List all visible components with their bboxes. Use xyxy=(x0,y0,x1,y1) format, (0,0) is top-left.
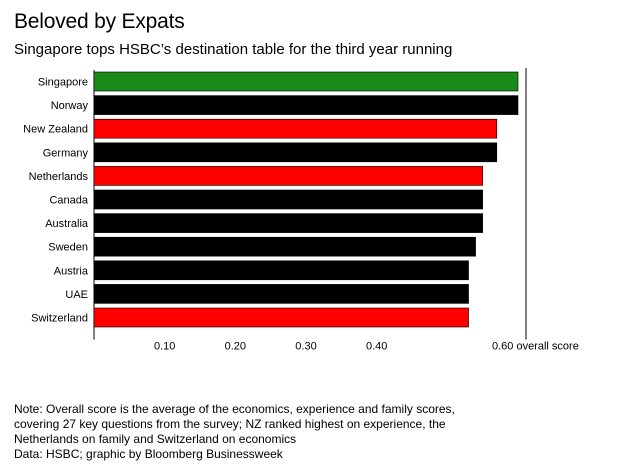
bar xyxy=(93,142,498,163)
category-label: UAE xyxy=(65,289,88,301)
bar xyxy=(93,213,483,233)
bar xyxy=(93,166,483,186)
category-label: Sweden xyxy=(48,242,88,254)
category-label: Australia xyxy=(45,218,89,230)
x-tick-label: 0.40 xyxy=(366,341,387,353)
chart-title: Beloved by Expats xyxy=(14,10,185,33)
bar xyxy=(93,118,498,139)
category-label: Netherlands xyxy=(29,171,89,183)
note-line: Note: Overall score is the average of th… xyxy=(14,402,455,416)
bar xyxy=(93,71,519,92)
chart-subtitle: Singapore tops HSBC’s destination table … xyxy=(14,41,453,58)
bar-chart: Singapore Norway New Zealand Germany Netherl… xyxy=(23,68,579,353)
bar xyxy=(93,95,519,115)
x-tick-label: 0.10 xyxy=(154,341,175,353)
note-line: Netherlands on family and Switzerland on… xyxy=(14,432,297,446)
category-label: New Zealand xyxy=(23,124,88,136)
bar xyxy=(93,189,483,210)
x-tick-label: 0.30 xyxy=(295,341,316,353)
category-label: Austria xyxy=(54,265,89,277)
bar xyxy=(93,236,476,257)
bar xyxy=(93,284,469,304)
category-label: Singapore xyxy=(38,77,88,89)
x-tick-label: 0.60 overall score xyxy=(492,341,579,353)
category-label: Germany xyxy=(43,147,89,159)
source-line: Data: HSBC; graphic by Bloomberg Busines… xyxy=(14,447,283,461)
bar xyxy=(93,307,469,328)
note-line: covering 27 key questions from the surve… xyxy=(14,417,446,431)
plot-area: Singapore Norway New Zealand Germany Netherl… xyxy=(23,68,579,353)
x-tick-label: 0.20 xyxy=(225,341,246,353)
category-label: Norway xyxy=(51,100,89,112)
category-label: Canada xyxy=(49,195,88,207)
category-label: Switzerland xyxy=(31,313,88,325)
bar xyxy=(93,260,469,281)
footnote: Note: Overall score is the average of th… xyxy=(14,402,624,462)
